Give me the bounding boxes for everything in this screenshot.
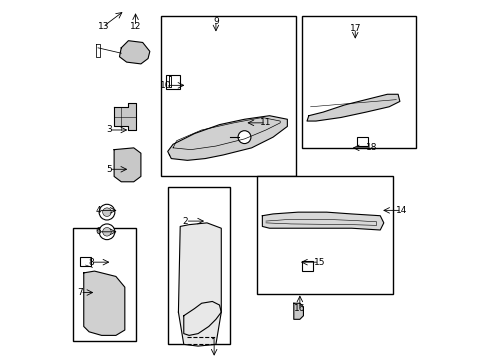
Bar — [160, 16, 296, 176]
Text: 16: 16 — [293, 304, 305, 313]
Polygon shape — [306, 94, 399, 121]
Circle shape — [102, 208, 111, 216]
Bar — [257, 176, 392, 294]
Polygon shape — [262, 212, 383, 230]
Circle shape — [238, 131, 250, 144]
Circle shape — [99, 224, 115, 240]
Bar — [167, 187, 230, 344]
Text: 6: 6 — [95, 227, 101, 236]
Bar — [165, 75, 180, 89]
Bar — [80, 257, 91, 266]
Text: 4: 4 — [95, 206, 101, 215]
Bar — [73, 228, 135, 341]
Polygon shape — [178, 223, 221, 346]
Text: 9: 9 — [213, 17, 218, 26]
Bar — [301, 16, 415, 148]
Polygon shape — [114, 103, 135, 130]
Text: 12: 12 — [130, 22, 141, 31]
Text: 15: 15 — [313, 258, 325, 267]
Bar — [356, 137, 367, 146]
Polygon shape — [119, 41, 149, 64]
Text: 13: 13 — [98, 22, 109, 31]
Text: 7: 7 — [77, 288, 83, 297]
Circle shape — [99, 204, 115, 220]
Polygon shape — [83, 271, 124, 336]
Text: 17: 17 — [349, 24, 360, 33]
Polygon shape — [167, 116, 287, 160]
Text: 2: 2 — [183, 217, 188, 226]
Polygon shape — [293, 303, 303, 319]
Polygon shape — [114, 148, 141, 182]
Text: 14: 14 — [395, 206, 407, 215]
Bar — [301, 261, 312, 271]
Text: 11: 11 — [260, 118, 271, 127]
Circle shape — [102, 228, 111, 236]
Text: 3: 3 — [106, 126, 111, 135]
Text: 10: 10 — [160, 81, 171, 90]
Text: 18: 18 — [365, 143, 376, 152]
Text: 5: 5 — [106, 165, 111, 174]
Text: 8: 8 — [88, 258, 94, 267]
Text: 1: 1 — [211, 338, 217, 347]
